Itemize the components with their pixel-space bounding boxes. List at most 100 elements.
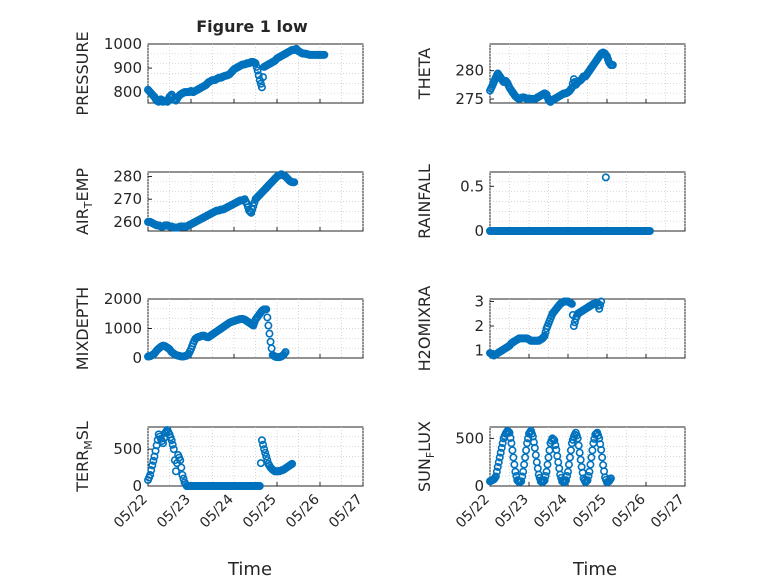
data-point (498, 439, 507, 448)
data-point (253, 66, 262, 75)
x-tick-label: 05/27 (326, 492, 366, 532)
data-point (598, 453, 607, 462)
data-point (563, 467, 572, 476)
data-point (511, 467, 520, 476)
data-point (249, 202, 258, 211)
data-point (149, 456, 158, 465)
data-point (543, 460, 552, 469)
data-point (254, 71, 263, 80)
data-point (583, 476, 592, 485)
y-tick-label: 0 (474, 477, 484, 495)
y-tick-label: 2 (474, 317, 484, 335)
data-point (576, 455, 585, 464)
y-axis-label: PRESSURE (73, 31, 92, 115)
x-tick-label: 05/24 (197, 491, 237, 531)
x-tick-label: 05/25 (570, 492, 610, 532)
y-axis-label: SUNFLUX (415, 421, 437, 492)
data-point (597, 445, 606, 454)
data-point (252, 62, 261, 71)
data-point (167, 436, 176, 445)
data-point (147, 466, 156, 475)
subplot-6: 1 2 3 H2OMIXRA (415, 286, 686, 371)
data-point (248, 205, 257, 214)
data-point (496, 448, 505, 457)
y-tick-label: 500 (113, 440, 142, 458)
data-point (585, 467, 594, 476)
data-point (281, 348, 290, 357)
data-point (550, 436, 559, 445)
data-point (521, 453, 530, 462)
data-point (563, 472, 572, 481)
y-tick-label: 280 (455, 62, 484, 80)
data-point (171, 467, 180, 476)
data-point (531, 451, 540, 460)
data-point (522, 446, 531, 455)
y-tick-label: 500 (455, 429, 484, 447)
y-tick-label: 0 (474, 222, 484, 240)
x-tick-label: 05/22 (111, 492, 151, 532)
data-point (509, 453, 518, 462)
y-tick-label: 260 (113, 213, 142, 231)
data-point (493, 462, 502, 471)
data-point (573, 434, 582, 443)
data-point (259, 73, 268, 82)
data-point (257, 436, 266, 445)
x-tick-label: 05/24 (531, 491, 571, 531)
data-point (259, 440, 268, 449)
data-point (290, 178, 299, 187)
data-point (505, 428, 514, 437)
data-point (146, 470, 155, 479)
data-point (251, 59, 260, 68)
data-point (510, 460, 519, 469)
data-point (255, 481, 264, 490)
x-tick-label: 05/23 (154, 492, 194, 532)
x-tick-label: 05/22 (453, 492, 493, 532)
data-point (548, 434, 557, 443)
data-point (581, 478, 590, 487)
data-point (538, 478, 547, 487)
data-point (495, 453, 504, 462)
data-point (540, 331, 549, 340)
data-point (544, 453, 553, 462)
data-point (320, 50, 329, 59)
data-point (564, 460, 573, 469)
data-point (565, 453, 574, 462)
y-tick-label: 900 (113, 59, 142, 77)
subplot-5: 0 1000 2000 MIXDEPTH (73, 287, 364, 370)
data-point (586, 460, 595, 469)
data-point (492, 467, 501, 476)
y-tick-label: 0 (132, 349, 142, 367)
data-point (247, 208, 256, 217)
data-point (288, 459, 297, 468)
data-point (575, 448, 584, 457)
subplot-8: 0 500 05/22 05/23 05/24 05/25 05/26 05/27 SUNFLU… (415, 421, 688, 531)
data-point (260, 445, 269, 454)
data-point (506, 433, 515, 442)
y-tick-label: 3 (474, 292, 484, 310)
data-point (562, 476, 571, 485)
y-tick-label: 275 (455, 90, 484, 108)
data-point (551, 441, 560, 450)
y-axis-label: MIXDEPTH (73, 287, 92, 370)
data-point (601, 173, 610, 182)
data-point (517, 477, 526, 486)
subplot-1: 800 900 1000 PRESSURE (73, 31, 364, 116)
data-point (264, 321, 273, 330)
y-tick-label: 1 (474, 342, 484, 360)
data-point (176, 456, 185, 465)
y-axis-label: TERRMSL (73, 421, 95, 493)
data-point (606, 474, 615, 483)
x-axis-label-right: Time (572, 559, 617, 580)
data-point (503, 426, 512, 435)
data-point (256, 459, 265, 468)
data-point (567, 299, 576, 308)
data-point (597, 297, 606, 306)
y-tick-label: 1000 (104, 320, 142, 338)
x-tick-label: 05/26 (283, 491, 323, 531)
data-point (518, 472, 527, 481)
data-point (645, 227, 654, 236)
data-point (595, 304, 604, 313)
data-point (178, 470, 187, 479)
data-point (256, 79, 265, 88)
